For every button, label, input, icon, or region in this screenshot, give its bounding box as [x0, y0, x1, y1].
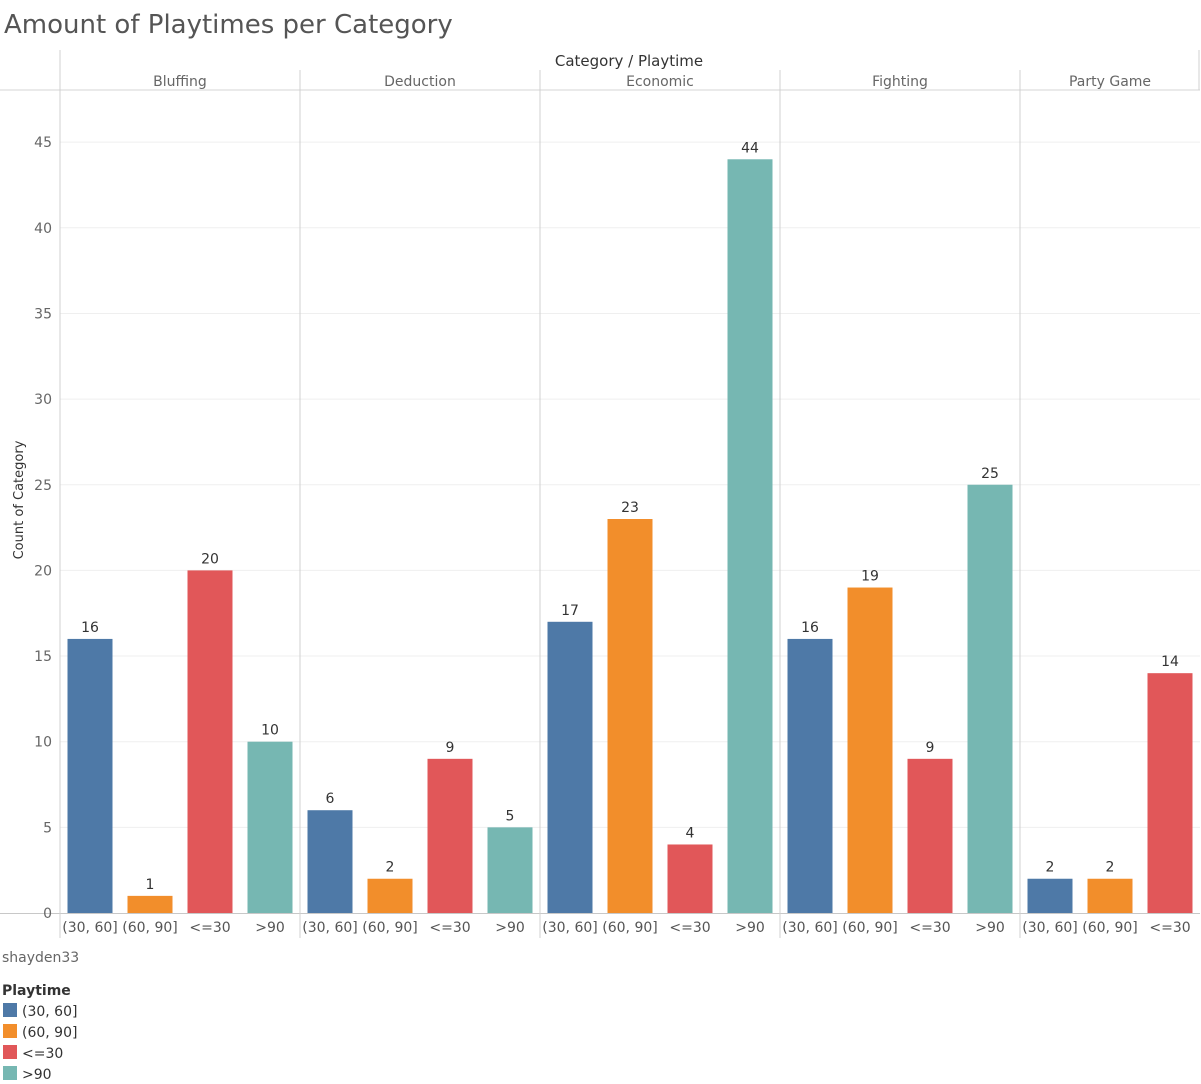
- data-label: 4: [686, 825, 695, 841]
- legend-swatch: [3, 1066, 17, 1080]
- x-tick-label: >90: [255, 920, 285, 936]
- data-label: 6: [326, 791, 335, 807]
- legend-item-label: (30, 60]: [22, 1004, 77, 1020]
- x-tick-label: >90: [735, 920, 765, 936]
- data-label: 19: [861, 569, 879, 585]
- x-tick-label: (60, 90]: [1082, 920, 1137, 936]
- data-label: 20: [201, 551, 219, 567]
- bar-deduction-60-90: [367, 878, 413, 913]
- legend-item-label: (60, 90]: [22, 1025, 77, 1041]
- x-tick-label: (30, 60]: [1022, 920, 1077, 936]
- bar-fighting-30-60: [787, 638, 833, 913]
- x-tick-label: <=30: [189, 920, 230, 936]
- category-header-bluffing: Bluffing: [153, 74, 207, 90]
- legend: (30, 60] (60, 90] <=30 >90: [3, 1003, 77, 1083]
- column-header-title: Category / Playtime: [555, 52, 703, 70]
- bar-bluffing-le30: [187, 570, 233, 913]
- y-tick-label: 25: [34, 478, 52, 494]
- y-tick-label: 10: [34, 735, 52, 751]
- category-header-party-game: Party Game: [1069, 74, 1151, 90]
- x-tick-label: (30, 60]: [542, 920, 597, 936]
- data-label: 14: [1161, 654, 1179, 670]
- data-label: 25: [981, 466, 999, 482]
- category-header-fighting: Fighting: [872, 74, 928, 90]
- legend-swatch: [3, 1024, 17, 1038]
- y-tick-label: 45: [34, 135, 52, 151]
- data-label: 23: [621, 500, 639, 516]
- x-tick-label: >90: [495, 920, 525, 936]
- data-label: 5: [506, 808, 515, 824]
- bar-economic-le30: [667, 844, 713, 913]
- bar-bluffing-30-60: [67, 638, 113, 913]
- bar-bluffing-60-90: [127, 895, 173, 913]
- bar-fighting-gt90: [967, 484, 1013, 913]
- data-label: 10: [261, 723, 279, 739]
- y-tick-label: 15: [34, 649, 52, 665]
- x-tick-label: (60, 90]: [362, 920, 417, 936]
- y-tick-label: 5: [43, 820, 52, 836]
- x-tick-label: <=30: [909, 920, 950, 936]
- legend-swatch: [3, 1045, 17, 1059]
- bar-fighting-60-90: [847, 587, 893, 913]
- data-label: 2: [1106, 860, 1115, 876]
- bar-party-game-30-60: [1027, 878, 1073, 913]
- legend-title: Playtime: [2, 983, 71, 999]
- author-credit: shayden33: [2, 950, 79, 966]
- bar-party-game-le30: [1147, 673, 1193, 913]
- data-label: 44: [741, 140, 759, 156]
- data-label: 16: [801, 620, 819, 636]
- bar-deduction-le30: [427, 758, 473, 913]
- y-tick-label: 0: [43, 906, 52, 922]
- bar-economic-60-90: [607, 519, 653, 913]
- data-label: 16: [81, 620, 99, 636]
- y-tick-label: 35: [34, 306, 52, 322]
- x-tick-label: (30, 60]: [62, 920, 117, 936]
- legend-swatch: [3, 1003, 17, 1017]
- x-tick-label: (30, 60]: [782, 920, 837, 936]
- bar-bluffing-gt90: [247, 741, 293, 913]
- x-tick-label: <=30: [1149, 920, 1190, 936]
- x-tick-label: (60, 90]: [602, 920, 657, 936]
- data-label: 17: [561, 603, 579, 619]
- bar-economic-gt90: [727, 159, 773, 913]
- data-label: 1: [146, 877, 155, 893]
- x-tick-label: <=30: [429, 920, 470, 936]
- bar-economic-30-60: [547, 621, 593, 913]
- data-label: 2: [386, 860, 395, 876]
- category-header-economic: Economic: [626, 74, 694, 90]
- data-label: 9: [446, 740, 455, 756]
- y-axis-label: Count of Category: [12, 440, 27, 559]
- x-tick-label: (30, 60]: [302, 920, 357, 936]
- data-label: 2: [1046, 860, 1055, 876]
- bar-fighting-le30: [907, 758, 953, 913]
- bar-party-game-60-90: [1087, 878, 1133, 913]
- legend-item-label: >90: [22, 1067, 52, 1083]
- category-header-deduction: Deduction: [384, 74, 456, 90]
- y-tick-label: 20: [34, 563, 52, 579]
- panel-dividers: Bluffing Deduction Economic Fighting Party G…: [0, 50, 1200, 938]
- chart-title: Amount of Playtimes per Category: [4, 10, 453, 40]
- x-tick-label: (60, 90]: [122, 920, 177, 936]
- y-tick-label: 40: [34, 221, 52, 237]
- data-label: 9: [926, 740, 935, 756]
- x-tick-label: >90: [975, 920, 1005, 936]
- legend-item-label: <=30: [22, 1046, 63, 1062]
- bars: [67, 159, 1193, 913]
- x-tick-label: <=30: [669, 920, 710, 936]
- x-tick-label: (60, 90]: [842, 920, 897, 936]
- bar-deduction-gt90: [487, 827, 533, 913]
- y-tick-label: 30: [34, 392, 52, 408]
- bar-deduction-30-60: [307, 810, 353, 913]
